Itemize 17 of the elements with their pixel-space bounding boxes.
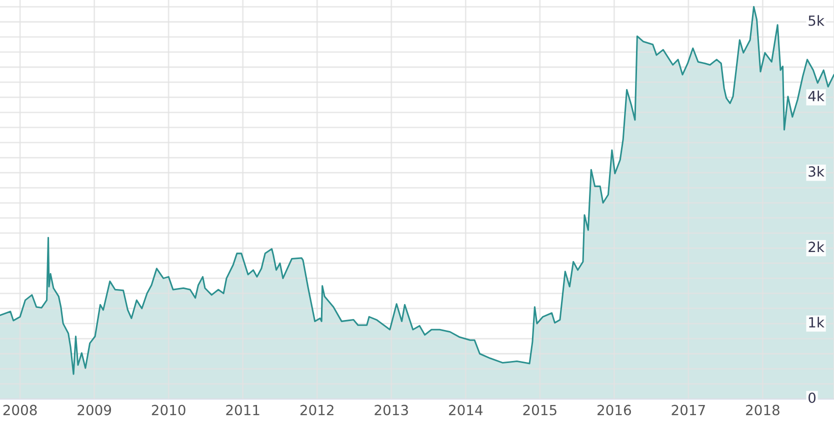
x-tick-label: 2015 (523, 404, 556, 416)
x-tick-label: 2014 (448, 404, 483, 416)
x-tick-label: 2011 (226, 404, 260, 416)
x-tick-label: 2008 (3, 404, 37, 416)
y-tick-label: 1k (809, 316, 824, 328)
x-tick-label: 2017 (672, 404, 705, 416)
y-tick-label: 4k (808, 90, 824, 102)
x-tick-label: 2016 (598, 404, 631, 416)
x-tick-label: 2018 (746, 404, 780, 416)
y-tick-label: 3k (808, 166, 824, 177)
x-tick-label: 2009 (78, 404, 112, 416)
x-tick-label: 2010 (152, 404, 186, 416)
x-tick-label: 2012 (300, 404, 334, 416)
y-tick-label: 2k (808, 241, 824, 252)
y-tick-label: 5k (808, 15, 824, 26)
y-tick-label: 0 (808, 392, 816, 404)
x-tick-label: 2013 (374, 404, 408, 416)
